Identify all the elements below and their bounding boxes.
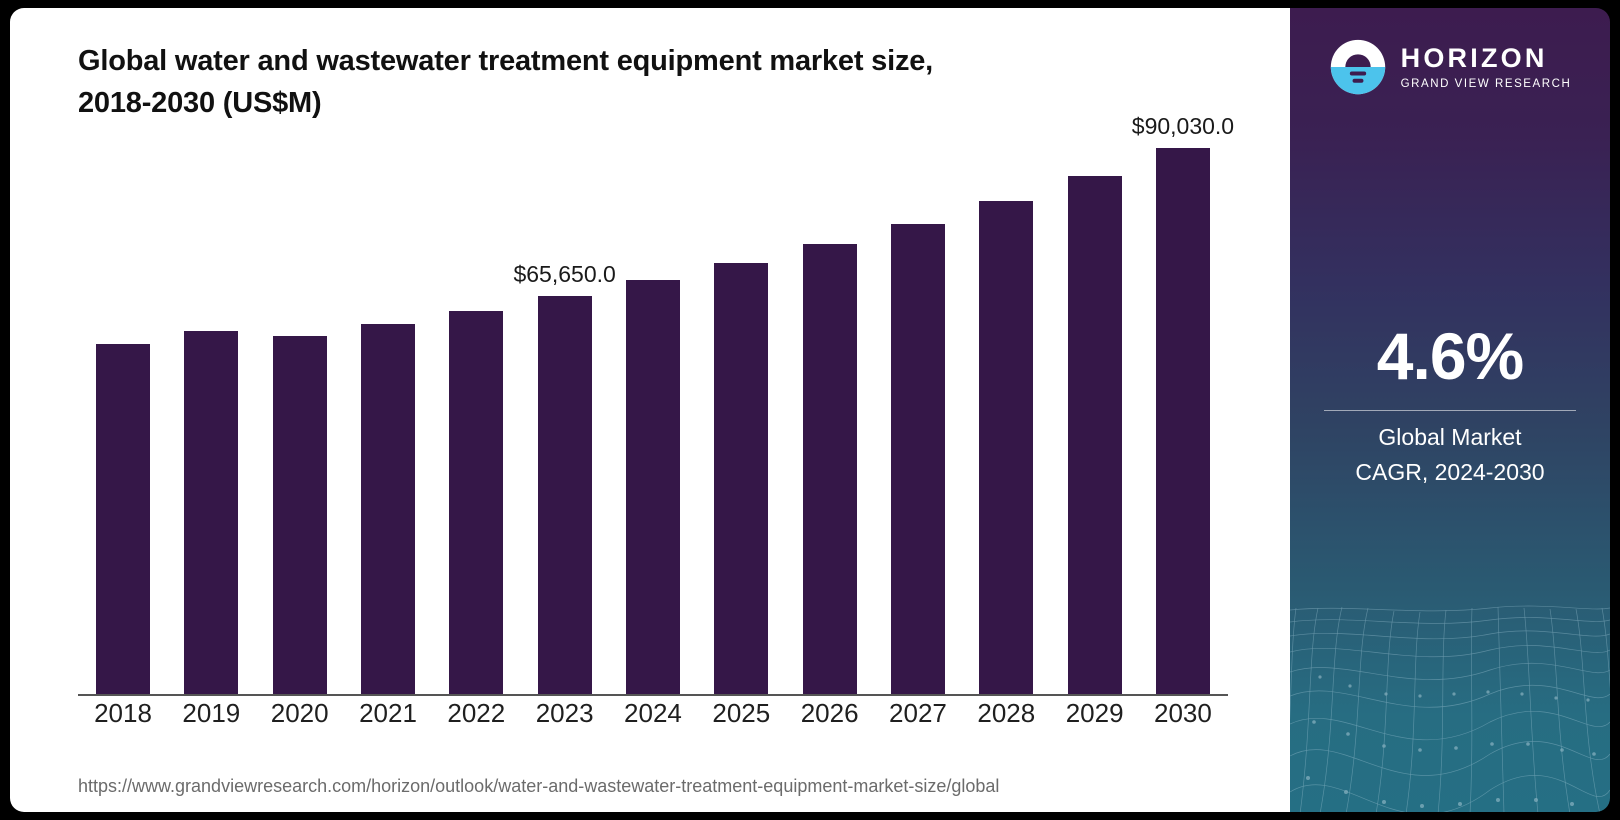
x-axis-tick-labels: 2018 2019 2020 2021 2022 2023 2024 2025 2026 2027… [78,698,1228,729]
cagr-caption-line1: Global Market [1378,424,1522,450]
bar-2030[interactable] [1155,148,1210,696]
x-axis-line [78,694,1228,696]
cagr-value: 4.6% [1376,319,1524,393]
source-url[interactable]: https://www.grandviewresearch.com/horizo… [78,776,1000,796]
x-tick-2024: 2024 [624,698,682,728]
bar-slot-2024 [618,148,688,696]
panel-divider [1324,410,1576,411]
x-tick-2018: 2018 [94,698,152,728]
bar-2028[interactable] [979,200,1034,696]
horizon-logo[interactable]: HORIZON GRAND VIEW RESEARCH [1290,38,1610,96]
chart-title-line2: 2018-2030 (US$M) [78,87,322,120]
bar-2024[interactable] [625,279,680,696]
x-tick-2020: 2020 [270,698,329,728]
horizon-sunrise-logo-icon [1330,39,1385,95]
bar-2027[interactable] [890,223,945,696]
bar-2019[interactable] [184,331,239,696]
x-tick-2025: 2025 [712,698,771,728]
bar-2025[interactable] [714,262,769,696]
stat-panel: HORIZON GRAND VIEW RESEARCH 4.6% Global … [1290,8,1610,812]
bar-slot-2025 [706,148,776,696]
x-tick-2021: 2021 [359,698,417,728]
chart-title-line1: Global water and wastewater treatment eq… [78,45,934,77]
bar-2020[interactable] [272,336,327,696]
bar-slot-2019 [176,148,246,696]
bar-value-label-2030: $90,030.0 [1131,113,1235,139]
cagr-caption-line2: CAGR, 2024-2030 [1355,458,1545,485]
x-tick-2026: 2026 [800,698,859,728]
bar-slot-2029 [1060,148,1130,696]
bar-slot-2018 [88,148,158,696]
logo-name: HORIZON [1400,43,1548,74]
page-title: Global water and wastewater treatment eq… [78,40,1198,124]
bar-2026[interactable] [802,244,857,696]
plot-area: $65,650.0 $90,030.0 [78,113,1234,696]
x-tick-2022: 2022 [447,698,506,728]
x-tick-2029: 2029 [1065,698,1124,728]
bar-value-label-2023: $65,650.0 [513,261,616,288]
x-tick-2023: 2023 [535,698,594,728]
x-tick-2019: 2019 [182,698,241,728]
bar-2023[interactable] [537,296,592,696]
cagr-caption: Global Market CAGR, 2024-2030 [1290,420,1610,489]
bar-slot-2021 [353,148,423,696]
wireframe-mesh-decoration [1290,605,1610,812]
x-tick-2027: 2027 [889,698,947,728]
bar-slot-2030: $90,030.0 [1132,113,1234,696]
chart-card: Global water and wastewater treatment eq… [10,8,1290,812]
x-tick-2028: 2028 [977,698,1036,728]
bar-series: $65,650.0 $90,030.0 [78,113,1234,696]
bar-slot-2028 [971,148,1041,696]
logo-wordmark: HORIZON GRAND VIEW RESEARCH [1400,43,1572,90]
bar-2029[interactable] [1067,176,1122,696]
bar-2018[interactable] [96,343,150,696]
bar-slot-2026 [795,148,865,696]
logo-subtitle: GRAND VIEW RESEARCH [1400,77,1572,90]
bar-2021[interactable] [360,323,415,696]
bar-slot-2020 [265,148,335,696]
bar-slot-2023: $65,650.0 [513,148,616,696]
bar-slot-2027 [883,148,953,696]
x-tick-2030: 2030 [1154,698,1212,728]
bar-slot-2022 [441,148,511,696]
bar-2022[interactable] [449,310,504,696]
